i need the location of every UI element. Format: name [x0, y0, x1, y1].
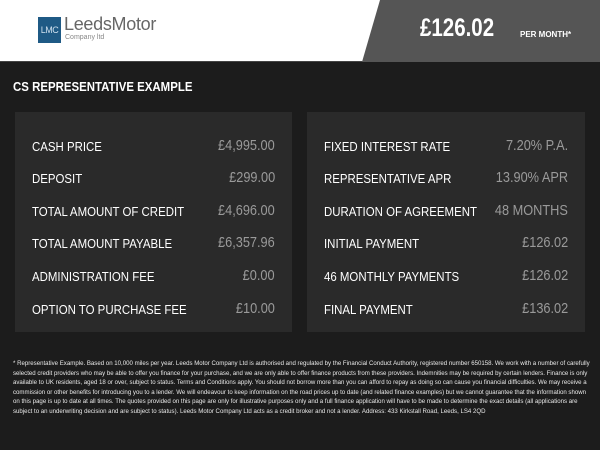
logo-subtitle: Company ltd — [65, 34, 105, 41]
monthly-price: £126.02 — [420, 14, 495, 42]
finance-label: FINAL PAYMENT — [324, 302, 413, 317]
finance-row: OPTION TO PURCHASE FEE £10.00 — [32, 299, 275, 319]
finance-label: DEPOSIT — [32, 171, 83, 186]
logo-mark[interactable]: LMC — [38, 17, 61, 43]
finance-value: £0.00 — [243, 267, 275, 284]
per-month-label: PER MONTH* — [520, 30, 572, 39]
finance-value: £4,995.00 — [218, 137, 275, 154]
finance-row: FINAL PAYMENT £136.02 — [324, 299, 568, 319]
finance-row: CASH PRICE £4,995.00 — [32, 136, 275, 156]
finance-label: CASH PRICE — [32, 139, 102, 154]
finance-label: FIXED INTEREST RATE — [324, 139, 451, 154]
finance-right-panel: FIXED INTEREST RATE 7.20% P.A. REPRESENTAT… — [307, 112, 585, 332]
monthly-price-panel: £126.02 PER MONTH* — [362, 0, 600, 62]
finance-label: ADMINISTRATION FEE — [32, 269, 155, 284]
finance-row: INITIAL PAYMENT £126.02 — [324, 233, 568, 253]
finance-label: REPRESENTATIVE APR — [324, 171, 452, 186]
finance-value: £4,696.00 — [218, 202, 275, 219]
disclaimer-text: * Representative Example. Based on 10,00… — [13, 360, 590, 415]
finance-value: 7.20% P.A. — [505, 137, 568, 154]
finance-row: 46 MONTHLY PAYMENTS £126.02 — [324, 266, 568, 286]
finance-label: 46 MONTHLY PAYMENTS — [324, 269, 460, 284]
finance-row: DEPOSIT £299.00 — [32, 168, 275, 188]
finance-label: TOTAL AMOUNT PAYABLE — [32, 236, 173, 251]
finance-label: DURATION OF AGREEMENT — [324, 204, 477, 219]
finance-value: £126.02 — [521, 267, 568, 284]
header: LMC LeedsMotor Company ltd £126.02 PER M… — [0, 0, 600, 62]
finance-value: £136.02 — [521, 300, 568, 317]
finance-value: £6,357.96 — [218, 234, 275, 251]
finance-value: £126.02 — [521, 234, 568, 251]
finance-row: REPRESENTATIVE APR 13.90% APR — [324, 168, 568, 188]
finance-value: £10.00 — [235, 300, 275, 317]
finance-row: FIXED INTEREST RATE 7.20% P.A. — [324, 136, 568, 156]
logo-name[interactable]: LeedsMotor — [64, 14, 157, 34]
finance-label: INITIAL PAYMENT — [324, 236, 420, 251]
finance-row: DURATION OF AGREEMENT 48 MONTHS — [324, 201, 568, 221]
finance-row: TOTAL AMOUNT OF CREDIT £4,696.00 — [32, 201, 275, 221]
finance-row: ADMINISTRATION FEE £0.00 — [32, 266, 275, 286]
finance-value: £299.00 — [228, 169, 275, 186]
finance-row: TOTAL AMOUNT PAYABLE £6,357.96 — [32, 233, 275, 253]
finance-label: OPTION TO PURCHASE FEE — [32, 302, 187, 317]
section-title: CS REPRESENTATIVE EXAMPLE — [13, 79, 193, 94]
finance-label: TOTAL AMOUNT OF CREDIT — [32, 204, 185, 219]
finance-value: 13.90% APR — [495, 169, 568, 186]
finance-value: 48 MONTHS — [495, 202, 568, 219]
finance-left-panel: CASH PRICE £4,995.00 DEPOSIT £299.00 TOTAL A… — [15, 112, 292, 332]
